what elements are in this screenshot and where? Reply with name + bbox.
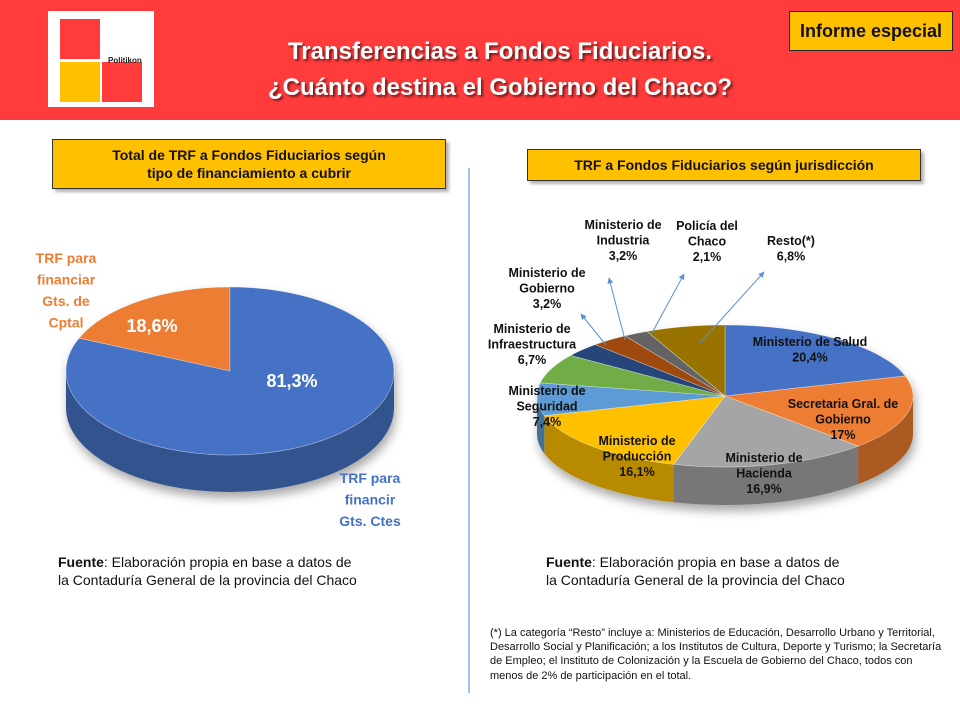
right-slice-1-label-line-2: 17% — [830, 428, 855, 442]
right-slice-1 — [724, 375, 914, 447]
right-slice-3-label-line-2: 16,1% — [619, 465, 654, 479]
right-slice-2-label-line-0: Ministerio de — [725, 451, 802, 465]
right-slice-5-label-line-0: Ministerio de — [493, 322, 570, 336]
logo-square-red-top — [60, 19, 100, 59]
left-slice-0-label-line-1: financiar — [37, 272, 96, 288]
right-slice-7-label-line-0: Ministerio de — [584, 218, 661, 232]
logo-text: Politikon — [108, 56, 142, 65]
title-line-2: ¿Cuánto destina el Gobierno del Chaco? — [267, 74, 733, 101]
left-source-bold: Fuente — [58, 554, 104, 570]
right-slice-8-leader — [651, 273, 685, 334]
right-slice-1-label-line-1: Gobierno — [815, 413, 871, 427]
right-pie — [536, 324, 914, 505]
informe-especial-badge: Informe especial — [789, 11, 953, 51]
right-slice-0-label-line-0: Ministerio de Salud — [753, 335, 868, 349]
left-slice-1-label-line-1: financir — [345, 492, 396, 508]
right-slice-5-label-line-1: Infraestructura — [488, 338, 577, 352]
right-slice-2 — [673, 395, 859, 468]
right-slice-6-label-line-0: Ministerio de — [508, 266, 585, 280]
left-slice-0-label-line-2: Gts. de — [42, 293, 90, 309]
right-slice-side-1 — [858, 396, 913, 485]
left-slice-0-label-line-3: Cptal — [49, 315, 84, 331]
right-slice-7-label-line-2: 3,2% — [609, 249, 638, 263]
right-source-note: Fuente: Elaboración propia en base a dat… — [546, 553, 845, 589]
right-slice-8-label-line-0: Policía del — [676, 219, 738, 233]
left-slice-1-value-line-0: 81,3% — [266, 371, 317, 391]
left-slice-1 — [65, 286, 395, 456]
right-slice-8-label-line-1: Chaco — [688, 235, 727, 249]
right-slice-7-label: Ministerio de Industria 3,2% — [584, 218, 661, 263]
logo-square-red-bottom — [102, 62, 142, 102]
left-slice-1-label: TRF para financir Gts. Ctes — [339, 470, 401, 529]
left-source-line-1: : Elaboración propia en base a datos de — [103, 554, 352, 570]
right-slice-1-label-line-0: Secretaria Gral. de — [788, 397, 899, 411]
right-slice-side-3 — [544, 415, 674, 503]
panel-divider — [468, 168, 470, 693]
right-slice-9-label: Resto(*) 6,8% — [767, 234, 815, 264]
right-slice-side-2 — [673, 446, 859, 505]
right-slice-4-label-line-2: 7,4% — [533, 415, 562, 429]
right-slice-3-label-line-1: Producción — [603, 450, 672, 464]
left-slice-side-1 — [66, 371, 394, 492]
right-slice-0-label: Ministerio de Salud 20,4% — [753, 335, 868, 365]
right-slice-2-label-line-1: Hacienda — [736, 467, 793, 481]
left-source-line-2: la Contaduría General de la provincia de… — [58, 572, 357, 588]
right-slice-0-label-line-1: 20,4% — [792, 351, 827, 365]
left-slice-1-label-line-0: TRF para — [340, 470, 401, 486]
right-slice-7-label-line-1: Industria — [597, 234, 651, 248]
right-slice-4-label-line-1: Seguridad — [516, 400, 577, 414]
right-slice-8-label-line-2: 2,1% — [693, 250, 722, 264]
left-slice-0-label-line-0: TRF para — [36, 250, 97, 266]
right-slice-side-4 — [537, 396, 545, 454]
right-slice-2-label-line-2: 16,9% — [746, 482, 781, 496]
right-slice-5-label: Ministerio de Infraestructura 6,7% — [488, 322, 577, 367]
logo-square-yellow — [60, 62, 100, 102]
right-slice-6-label-line-1: Gobierno — [519, 282, 575, 296]
right-slice-6-label-line-2: 3,2% — [533, 297, 562, 311]
title-line-1: Transferencias a Fondos Fiduciarios. — [287, 38, 713, 65]
right-slice-4-label: Ministerio de Seguridad 7,4% — [508, 384, 585, 429]
left-slice-1-value: 81,3% — [266, 371, 317, 391]
right-slice-8-label: Policía del Chaco 2,1% — [676, 219, 738, 264]
left-source-note: Fuente: Elaboración propia en base a dat… — [58, 553, 357, 589]
header-banner: Politikon Transferencias a Fondos Fiduci… — [0, 0, 960, 120]
right-source-line-1: : Elaboración propia en base a datos de — [591, 554, 840, 570]
right-slice-5-label-line-2: 6,7% — [518, 353, 547, 367]
left-chart-title-line-1: Total de TRF a Fondos Fiduciarios según — [112, 147, 386, 163]
right-chart-title: TRF a Fondos Fiduciarios según jurisdicc… — [574, 157, 874, 173]
left-slice-0-value: 18,6% — [126, 316, 177, 336]
right-slice-9-label-line-1: 6,8% — [777, 250, 806, 264]
right-source-bold: Fuente — [546, 554, 592, 570]
left-slice-0 — [78, 286, 231, 372]
left-chart-title-line-2: tipo de financiamiento a cubrir — [147, 165, 351, 181]
left-pie — [65, 286, 395, 492]
right-source-line-2: la Contaduría General de la provincia de… — [546, 572, 845, 588]
right-slice-6-leader — [580, 313, 607, 346]
right-slice-3-label: Ministerio de Producción 16,1% — [598, 434, 675, 479]
left-slice-1-label-line-2: Gts. Ctes — [339, 513, 401, 529]
politikon-logo: Politikon — [48, 11, 154, 107]
right-slice-9-label-line-0: Resto(*) — [767, 234, 815, 248]
page-title: Transferencias a Fondos Fiduciarios. ¿Cu… — [190, 34, 810, 106]
left-slice-0-label: TRF para financiar Gts. de Cptal — [36, 250, 97, 331]
right-slice-6-label: Ministerio de Gobierno 3,2% — [508, 266, 585, 311]
right-slice-3 — [543, 395, 726, 465]
right-chart-title-box: TRF a Fondos Fiduciarios según jurisdicc… — [527, 149, 921, 181]
right-slice-3-label-line-0: Ministerio de — [598, 434, 675, 448]
right-slice-2-label: Ministerio de Hacienda 16,9% — [725, 451, 802, 496]
resto-footnote: (*) La categoría “Resto” incluye a: Mini… — [490, 627, 942, 682]
right-slice-9 — [646, 324, 726, 397]
right-slice-4-label-line-0: Ministerio de — [508, 384, 585, 398]
right-slice-9-leader — [699, 271, 765, 344]
right-slice-0 — [724, 324, 906, 397]
right-slice-7-leader — [607, 277, 626, 341]
right-slice-1-label: Secretaria Gral. de Gobierno 17% — [788, 397, 899, 442]
left-slice-0-value-line-0: 18,6% — [126, 316, 177, 336]
left-chart-title-box: Total de TRF a Fondos Fiduciarios según … — [52, 139, 446, 189]
